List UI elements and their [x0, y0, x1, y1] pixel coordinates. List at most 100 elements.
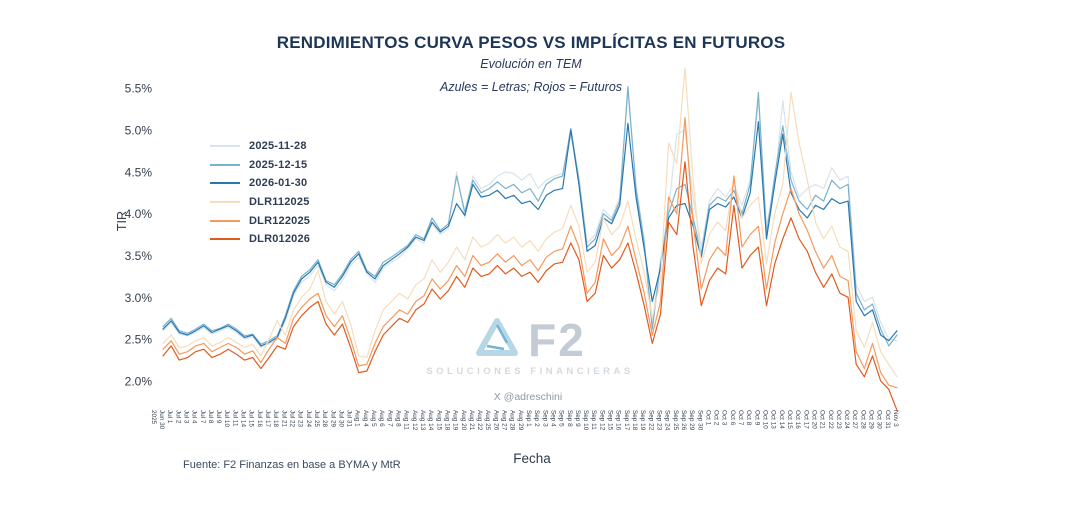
f2-logo-icon	[474, 316, 520, 363]
x-tick-label: Aug 22	[476, 410, 483, 431]
x-tick-label: Sep 1	[525, 410, 532, 427]
chart-subtitle: Evolución en TEM	[480, 57, 582, 71]
x-tick-label: Oct 14	[778, 410, 785, 429]
x-tick-label: Jul 25	[313, 410, 320, 427]
watermark: F2	[0, 316, 1060, 363]
x-tick-label: Aug 1	[354, 410, 361, 427]
x-tick-label: Jul 21	[280, 410, 287, 427]
x-tick-label: Oct 3	[721, 410, 728, 426]
y-tick-label: 2.0%	[125, 375, 153, 389]
x-tick-label: Jul 2	[174, 410, 181, 424]
x-tick-label: Aug 7	[386, 410, 393, 427]
watermark-brand: F2	[528, 313, 586, 366]
x-tick-label: Aug 25	[484, 410, 491, 431]
x-tick-label: Oct 15	[786, 410, 793, 429]
legend-item: 2026-01-30	[210, 174, 310, 193]
x-tick-label: Sep 18	[631, 410, 638, 431]
x-tick-label: Sep 24	[664, 410, 671, 431]
legend-item: DLR112025	[210, 193, 310, 212]
y-tick-label: 4.0%	[125, 207, 153, 221]
x-tick-label: Jul 29	[329, 410, 336, 427]
legend-line-swatch	[210, 201, 240, 204]
watermark-tagline: SOLUCIONES FINANCIERAS	[426, 366, 634, 377]
x-tick-label: Sep 5	[558, 410, 565, 427]
x-tick-label: Oct 23	[835, 410, 842, 429]
x-tick-label: Sep 26	[680, 410, 687, 431]
x-tick-label: Aug 12	[411, 410, 418, 431]
series-line-DLR112025	[162, 67, 898, 378]
x-tick-label: Jul 30	[337, 410, 344, 427]
x-tick-label: Aug 19	[452, 410, 459, 431]
x-tick-label: Oct 30	[876, 410, 883, 429]
x-tick-label: Aug 4	[362, 410, 369, 427]
x-tick-label: Aug 29	[517, 410, 524, 431]
x-tick-label: Jul 11	[231, 410, 238, 427]
x-tick-label: Sep 9	[574, 410, 581, 427]
x-tick-label: Aug 15	[435, 410, 442, 431]
x-tick-label: Aug 20	[460, 410, 467, 431]
x-tick-label: Oct 31	[884, 410, 891, 429]
series-line-2026-01-30	[162, 121, 898, 347]
x-tick-label: Jul 8	[207, 410, 214, 424]
x-tick-label: Aug 18	[443, 410, 450, 431]
x-axis-year-label: 2025	[150, 410, 157, 425]
x-tick-label: Jul 4	[191, 410, 198, 424]
x-tick-label: Jul 17	[264, 410, 271, 427]
legend-line-swatch	[210, 163, 240, 166]
y-tick-label: 4.5%	[125, 165, 153, 179]
x-tick-label: Sep 12	[598, 410, 605, 431]
x-tick-label: Sep 15	[607, 410, 614, 431]
x-tick-label: Jul 9	[215, 410, 222, 424]
x-tick-label: Oct 6	[729, 410, 736, 426]
x-tick-label: Oct 20	[810, 410, 817, 429]
y-tick-label: 3.5%	[125, 249, 153, 263]
x-tick-label: Sep 17	[623, 410, 630, 431]
x-tick-label: Oct 9	[753, 410, 760, 426]
x-tick-label: Jul 14	[240, 410, 247, 427]
x-tick-label: Sep 22	[647, 410, 654, 431]
x-tick-label: Sep 29	[688, 410, 695, 431]
page-title: RENDIMIENTOS CURVA PESOS VS IMPLÍCITAS E…	[276, 33, 786, 52]
x-tick-label: Oct 7	[737, 410, 744, 426]
legend: 2025-11-28 2025-12-15 2026-01-30 DLR1120…	[210, 137, 310, 249]
source-note: Fuente: F2 Finanzas en base a BYMA y MtR	[183, 459, 401, 471]
x-tick-label: Oct 21	[819, 410, 826, 429]
x-tick-label: Aug 21	[468, 410, 475, 431]
x-tick-label: Jun 30	[158, 410, 165, 430]
x-tick-label: Sep 11	[590, 410, 597, 430]
x-tick-label: Aug 14	[427, 410, 434, 431]
x-axis-title: Fecha	[513, 451, 551, 466]
x-tick-label: Jul 7	[199, 410, 206, 424]
x-tick-label: Jul 16	[256, 410, 263, 427]
x-tick-label: Aug 26	[492, 410, 499, 431]
color-key-note: Azules = Letras; Rojos = Futuros	[439, 80, 623, 94]
series-line-DLR122025	[162, 116, 898, 389]
x-tick-label: Oct 28	[859, 410, 866, 429]
legend-line-swatch	[210, 238, 240, 241]
series-line-2025-12-15	[162, 85, 898, 347]
x-tick-label: Oct 24	[843, 410, 850, 429]
x-tick-label: Jul 31	[346, 410, 353, 427]
legend-label: 2026-01-30	[249, 177, 308, 190]
x-tick-label: Oct 17	[802, 410, 809, 429]
x-tick-label: Jul 28	[321, 410, 328, 427]
x-tick-label: Jul 22	[288, 410, 295, 427]
x-tick-label: Oct 13	[770, 410, 777, 429]
x-tick-label: Oct 10	[762, 410, 769, 429]
x-tick-label: Sep 30	[696, 410, 703, 431]
x-tick-label: Sep 2	[533, 410, 540, 427]
x-tick-label: Oct 8	[745, 410, 752, 426]
x-tick-label: Oct 29	[868, 410, 875, 429]
x-tick-label: Jul 3	[182, 410, 189, 424]
y-tick-label: 5.5%	[125, 82, 153, 96]
legend-item: 2025-11-28	[210, 137, 310, 156]
x-tick-label: Aug 11	[403, 410, 410, 430]
legend-label: DLR112025	[249, 196, 310, 209]
x-tick-label: Jul 18	[272, 410, 279, 427]
legend-item: 2025-12-15	[210, 156, 310, 175]
x-tick-label: Sep 19	[639, 410, 646, 431]
x-tick-label: Oct 2	[713, 410, 720, 426]
x-tick-label: Aug 28	[509, 410, 516, 431]
